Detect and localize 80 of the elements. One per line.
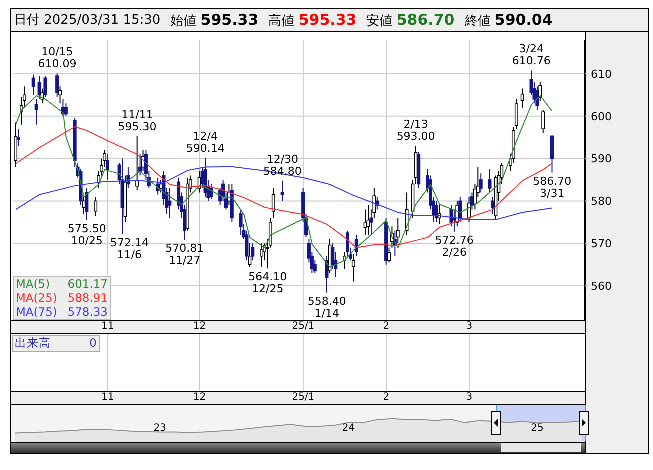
x-tick-label: 3: [466, 321, 473, 332]
annotation: 570.81 11/27: [166, 242, 204, 268]
candlestick: [396, 218, 400, 244]
candlestick: [32, 74, 36, 96]
candlestick: [17, 128, 21, 147]
text: MA(5): [16, 277, 50, 291]
candlestick: [106, 154, 110, 180]
candlestick: [94, 196, 98, 217]
candlestick: [550, 136, 554, 174]
annotation: 575.50 10/25: [68, 222, 106, 248]
text: 3: [466, 392, 473, 404]
text: 高値 595.33: [268, 10, 357, 28]
candlestick: [136, 136, 140, 192]
text: MA(75): [16, 305, 58, 319]
x-tick-label: 12: [193, 321, 206, 332]
annotation: 578.33: [68, 305, 108, 319]
text: 11: [101, 392, 114, 404]
annotation: 564.10 12/25: [248, 270, 288, 296]
text: 出来高 0: [15, 336, 97, 350]
candlestick: [520, 88, 524, 108]
text: 安値 586.70: [366, 10, 455, 28]
candlestick: [542, 110, 546, 134]
annotation: 3/24 610.76: [512, 42, 551, 68]
y-tick-label: 570: [591, 238, 612, 251]
annotation: 12/4 590.14: [186, 130, 225, 156]
candlestick: [210, 184, 214, 200]
candlestick: [251, 243, 255, 262]
y-tick-label: 600: [591, 110, 612, 124]
candlestick: [388, 247, 391, 264]
annotation: 572.14 11/6: [110, 236, 149, 262]
candlestick: [58, 86, 62, 104]
candlestick: [34, 98, 38, 126]
y-tick-label: 610: [591, 68, 612, 81]
candlestick: [85, 188, 89, 221]
candlestick: [168, 188, 172, 219]
candlestick: [44, 76, 48, 98]
x-tick-label: 11: [101, 321, 114, 332]
text: 2: [383, 392, 390, 404]
x-tick-label: 25: [531, 423, 544, 434]
annotation: 588.91: [68, 291, 108, 305]
candlestick: [248, 243, 252, 268]
chart-title: 日付 2025/03/31 15:30: [14, 12, 161, 29]
candlestick: [239, 209, 243, 236]
candlestick: [370, 209, 374, 236]
x-tick-label: 24: [342, 423, 356, 434]
candlestick: [488, 168, 492, 194]
y-tick-label: 560: [591, 280, 612, 293]
annotation: 12/30 584.80: [263, 152, 302, 178]
text: 12: [193, 392, 206, 404]
annotation: 558.40 1/14: [308, 294, 346, 320]
candlestick: [372, 188, 376, 219]
candlestick: [138, 154, 142, 176]
text: MA(25): [16, 291, 58, 305]
candlestick: [38, 76, 42, 100]
y-tick-label: 590: [591, 152, 612, 166]
candlestick: [346, 230, 350, 257]
candlestick: [514, 98, 518, 130]
candlestick: [479, 173, 483, 194]
x-tick-label: 2: [383, 321, 390, 332]
candlestick: [352, 254, 356, 282]
candlestick: [56, 73, 60, 98]
candlestick: [260, 243, 264, 268]
text: 始値 595.33: [170, 10, 259, 28]
annotation: 2/13 593.00: [396, 118, 436, 144]
annotation: 572.76 2/26: [435, 234, 474, 259]
annotation: 11/11 595.30: [118, 108, 157, 134]
candlestick: [280, 180, 284, 202]
y-tick-label: 580: [591, 195, 612, 208]
text: 25/1: [292, 392, 315, 404]
annotation: 601.17: [68, 277, 108, 291]
candlestick: [272, 188, 276, 219]
text: 終値 590.04: [464, 10, 553, 28]
candlestick: [364, 209, 368, 236]
candlestick: [434, 200, 438, 223]
candlestick: [64, 103, 68, 117]
annotation: 586.70 3/31: [533, 174, 572, 200]
x-tick-label: 23: [154, 423, 166, 434]
annotation: 10/15 610.09: [38, 46, 77, 71]
candlestick: [458, 196, 462, 223]
x-tick-label: 25/1: [292, 321, 315, 332]
